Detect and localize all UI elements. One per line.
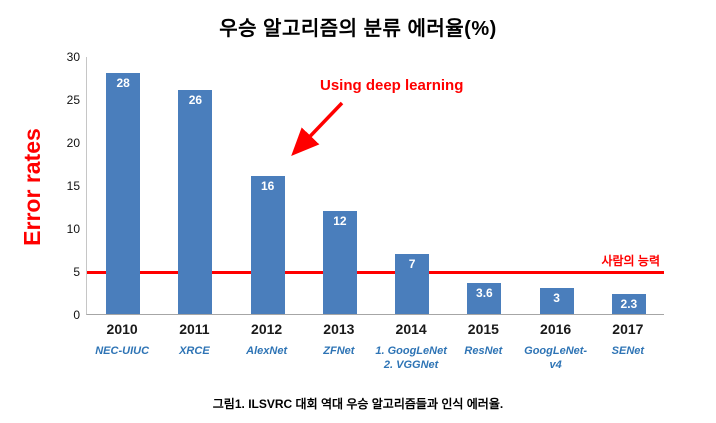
bar-value-label: 3.6 <box>476 286 493 301</box>
x-axis-year-label: 2016 <box>540 321 572 337</box>
x-axis-algorithm-label: SENet <box>611 345 645 357</box>
bar-2014: 7 <box>395 253 430 314</box>
x-axis-algorithm-label: NEC-UIUC <box>95 345 150 357</box>
bar-2013: 12 <box>322 210 357 314</box>
arrow-down-left-icon <box>291 101 344 157</box>
figure-caption: 그림1. ILSVRC 대회 역대 우승 알고리즘들과 인식 에러율. <box>212 397 504 411</box>
bar-2012: 16 <box>250 176 285 314</box>
bar-value-label: 12 <box>333 213 347 228</box>
x-axis-year-label: 2010 <box>106 321 138 337</box>
bar-value-label: 26 <box>188 93 203 108</box>
plot-area: 사람의 능력 Using deep learning 28 26 16 12 7 3.6 3… <box>86 57 664 315</box>
y-axis-tick-label: 5 <box>73 265 80 279</box>
x-axis-algorithm-label: AlexNet <box>246 345 288 357</box>
x-axis-year-label: 2017 <box>612 321 644 337</box>
human-level-reference-line <box>87 270 664 274</box>
y-axis-tick-label: 15 <box>66 179 80 193</box>
y-axis-title: Error rates <box>19 128 45 246</box>
y-axis-tick-label: 25 <box>66 93 80 107</box>
x-axis-year-label: 2014 <box>395 321 427 337</box>
x-axis-algorithm-label: 1. GoogLeNet 2. VGGNet <box>375 345 447 372</box>
x-axis-year-label: 2012 <box>251 321 283 337</box>
y-axis-tick-label: 20 <box>66 136 80 150</box>
x-axis-algorithm-label: ResNet <box>464 345 503 357</box>
x-axis-year-label: 2015 <box>467 321 499 337</box>
y-axis-tick-label: 30 <box>66 50 80 64</box>
bar-value-label: 2.3 <box>620 297 638 312</box>
x-axis-year-label: 2013 <box>323 321 355 337</box>
bar-value-label: 16 <box>260 179 275 194</box>
y-axis-tick-label: 10 <box>66 222 80 236</box>
bar-value-label: 7 <box>408 256 416 271</box>
bar-2017: 2.3 <box>611 294 646 314</box>
bar-value-label: 3 <box>553 291 560 306</box>
x-axis-algorithm-label: GoogLeNet-v4 <box>524 345 588 372</box>
bar-value-label: 28 <box>116 76 130 91</box>
bar-2015: 3.6 <box>467 283 502 314</box>
chart-title: 우승 알고리즘의 분류 에러율(%) <box>219 18 497 40</box>
y-axis-tick-label: 0 <box>73 308 80 322</box>
x-axis-algorithm-label: XRCE <box>179 345 210 357</box>
x-axis-algorithm-label: ZFNet <box>323 345 355 357</box>
human-level-label: 사람의 능력 <box>601 254 660 268</box>
x-axis-year-label: 2011 <box>179 321 210 337</box>
bar-2011: 26 <box>178 90 213 314</box>
bar-2016: 3 <box>539 288 574 314</box>
bar-2010: 28 <box>106 73 141 314</box>
deep-learning-annotation: Using deep learning <box>320 77 464 94</box>
